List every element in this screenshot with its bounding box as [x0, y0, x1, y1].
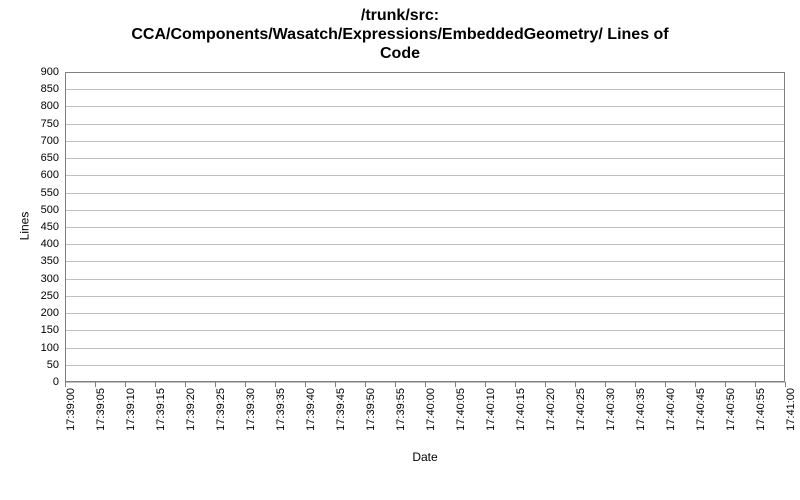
x-tick-mark	[635, 382, 636, 387]
x-tick-mark	[275, 382, 276, 387]
x-tick-label: 17:39:15	[155, 388, 167, 431]
x-tick-label: 17:39:25	[215, 388, 227, 431]
x-tick-label: 17:39:40	[305, 388, 317, 431]
x-tick-mark	[575, 382, 576, 387]
x-axis-label: Date	[65, 450, 785, 464]
y-axis-label: Lines	[17, 212, 31, 241]
y-tick-label: 800	[19, 100, 65, 112]
x-tick-mark	[155, 382, 156, 387]
x-tick-mark	[425, 382, 426, 387]
x-tick-mark	[335, 382, 336, 387]
y-tick-label: 100	[19, 342, 65, 354]
x-tick-label: 17:39:05	[95, 388, 107, 431]
y-tick-label: 550	[19, 187, 65, 199]
x-tick-label: 17:40:05	[455, 388, 467, 431]
x-tick-mark	[395, 382, 396, 387]
x-tick-mark	[65, 382, 66, 387]
chart-title-line1: /trunk/src:	[0, 6, 800, 25]
x-tick-mark	[245, 382, 246, 387]
x-tick-label: 17:39:55	[395, 388, 407, 431]
x-tick-label: 17:40:15	[515, 388, 527, 431]
chart-title-line2: CCA/Components/Wasatch/Expressions/Embed…	[0, 25, 800, 44]
x-tick-mark	[515, 382, 516, 387]
x-tick-label: 17:40:45	[695, 388, 707, 431]
gridline	[65, 106, 785, 107]
x-tick-mark	[455, 382, 456, 387]
chart-root: /trunk/src: CCA/Components/Wasatch/Expre…	[0, 0, 800, 500]
y-tick-label: 600	[19, 169, 65, 181]
gridline	[65, 124, 785, 125]
y-tick-label: 200	[19, 307, 65, 319]
x-tick-label: 17:39:00	[65, 388, 77, 431]
y-tick-label: 700	[19, 135, 65, 147]
gridline	[65, 72, 785, 73]
x-tick-label: 17:39:45	[335, 388, 347, 431]
plot-area-inner: 0501001502002503003504004505005506006507…	[65, 72, 785, 382]
y-tick-label: 150	[19, 324, 65, 336]
x-tick-label: 17:41:00	[785, 388, 797, 431]
x-tick-label: 17:40:20	[545, 388, 557, 431]
chart-title: /trunk/src: CCA/Components/Wasatch/Expre…	[0, 6, 800, 64]
x-tick-mark	[125, 382, 126, 387]
x-tick-label: 17:40:40	[665, 388, 677, 431]
gridline	[65, 227, 785, 228]
gridline	[65, 330, 785, 331]
x-tick-label: 17:39:50	[365, 388, 377, 431]
x-tick-mark	[185, 382, 186, 387]
y-tick-label: 250	[19, 290, 65, 302]
y-tick-label: 350	[19, 255, 65, 267]
gridline	[65, 141, 785, 142]
gridline	[65, 89, 785, 90]
x-tick-label: 17:40:00	[425, 388, 437, 431]
y-tick-label: 900	[19, 66, 65, 78]
x-tick-mark	[215, 382, 216, 387]
x-tick-label: 17:39:20	[185, 388, 197, 431]
x-tick-mark	[365, 382, 366, 387]
x-tick-label: 17:40:55	[755, 388, 767, 431]
x-tick-mark	[605, 382, 606, 387]
y-tick-label: 650	[19, 152, 65, 164]
y-tick-label: 300	[19, 273, 65, 285]
gridline	[65, 348, 785, 349]
gridline	[65, 158, 785, 159]
x-tick-label: 17:39:35	[275, 388, 287, 431]
x-tick-label: 17:39:10	[125, 388, 137, 431]
gridline	[65, 296, 785, 297]
x-tick-mark	[545, 382, 546, 387]
chart-title-line3: Code	[0, 44, 800, 63]
x-tick-label: 17:40:35	[635, 388, 647, 431]
x-tick-mark	[725, 382, 726, 387]
x-tick-label: 17:40:30	[605, 388, 617, 431]
y-tick-label: 50	[19, 359, 65, 371]
gridline	[65, 210, 785, 211]
x-tick-mark	[695, 382, 696, 387]
x-tick-mark	[755, 382, 756, 387]
x-tick-mark	[785, 382, 786, 387]
x-tick-label: 17:39:30	[245, 388, 257, 431]
x-tick-mark	[665, 382, 666, 387]
y-tick-label: 750	[19, 118, 65, 130]
x-tick-label: 17:40:10	[485, 388, 497, 431]
gridline	[65, 193, 785, 194]
gridline	[65, 175, 785, 176]
gridline	[65, 313, 785, 314]
x-tick-mark	[485, 382, 486, 387]
x-tick-mark	[305, 382, 306, 387]
plot-area: 0501001502002503003504004505005506006507…	[65, 72, 785, 382]
gridline	[65, 244, 785, 245]
y-tick-label: 850	[19, 83, 65, 95]
x-tick-label: 17:40:50	[725, 388, 737, 431]
x-tick-label: 17:40:25	[575, 388, 587, 431]
gridline	[65, 279, 785, 280]
gridline	[65, 365, 785, 366]
y-tick-label: 0	[19, 376, 65, 388]
x-tick-mark	[95, 382, 96, 387]
gridline	[65, 261, 785, 262]
